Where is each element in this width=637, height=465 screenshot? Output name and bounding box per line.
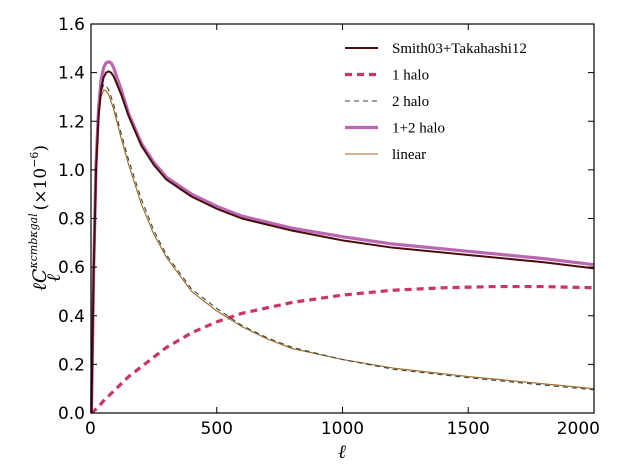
x-tick-label: 1500 bbox=[447, 419, 490, 439]
y-axis-label-main: ℓC bbox=[29, 268, 51, 291]
series-line-2-halo bbox=[90, 84, 595, 414]
series-layer bbox=[89, 60, 595, 415]
svg-text:ℓCκcmbκgal(×10−6): ℓCκcmbκgal (×10−6) bbox=[27, 145, 51, 291]
y-axis-label-sub: ℓ bbox=[43, 274, 65, 282]
y-tick-label: 1.6 bbox=[58, 15, 85, 35]
y-tick-label: 0.6 bbox=[58, 258, 85, 278]
y-tick-label: 0.4 bbox=[58, 307, 85, 327]
x-tick-label: 2000 bbox=[557, 419, 600, 439]
y-tick-label: 0.2 bbox=[58, 355, 85, 375]
x-tick-label: 500 bbox=[201, 419, 233, 439]
y-axis-label-close: ) bbox=[31, 145, 51, 152]
series-line-1-halo bbox=[90, 284, 595, 415]
legend: Smith03+Takahashi12 1 halo 2 halo 1+2 halo l… bbox=[345, 41, 527, 163]
ticks-layer: 0 500 1000 1500 2000 0.0 0.2 0.4 0.6 0.8 1.0 1.2 1.4… bbox=[58, 15, 600, 439]
y-tick-label: 1.2 bbox=[58, 112, 85, 132]
series-line-linear bbox=[90, 89, 595, 414]
series-line-1-2-halo bbox=[89, 60, 595, 414]
legend-label: 1+2 halo bbox=[392, 121, 445, 137]
x-tick-label: 1000 bbox=[321, 419, 364, 439]
legend-label: 1 halo bbox=[392, 68, 429, 84]
x-axis-label: ℓ bbox=[338, 441, 346, 463]
legend-label: linear bbox=[392, 147, 426, 163]
plot-frame bbox=[90, 23, 595, 414]
y-tick-label: 0.0 bbox=[58, 404, 85, 424]
y-tick-label: 1.0 bbox=[58, 161, 85, 181]
series-line-smith03-takahashi12 bbox=[90, 70, 595, 414]
y-axis-label-unit: (×10 bbox=[31, 168, 51, 211]
y-axis-label-exp: −6 bbox=[28, 152, 41, 168]
legend-label: Smith03+Takahashi12 bbox=[392, 41, 527, 57]
x-tick-label: 0 bbox=[85, 419, 96, 439]
y-axis-label-sup: κcmbκgal bbox=[27, 213, 40, 270]
legend-label: 2 halo bbox=[392, 94, 429, 110]
y-tick-label: 0.8 bbox=[58, 210, 85, 230]
y-axis-label: ℓCκcmbκgal (×10−6) ℓ bbox=[27, 145, 65, 291]
y-tick-label: 1.4 bbox=[58, 64, 85, 84]
